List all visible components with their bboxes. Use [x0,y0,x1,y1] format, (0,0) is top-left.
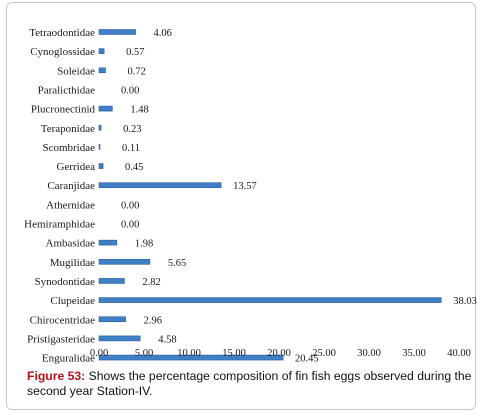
x-tick-label: 30.00 [357,348,381,359]
bar [98,239,118,246]
category-label: Paralicthidae [38,84,96,96]
figure-panel: Tetraodontidae 4.06 Cynoglossidae 0.57 Solei… [6,2,477,410]
data-label: 13.57 [233,181,257,192]
category-label: Enguralidae [42,353,95,365]
category-label: Caranjidae [47,180,95,192]
bar [98,335,141,342]
caption-text: Shows the percentage composition of fin … [27,369,472,398]
bar [98,182,222,188]
bar [98,124,102,131]
caption-label: Figure 53: [27,369,86,383]
category-label: Chirocentridae [30,314,95,326]
category-label: Soleidae [57,65,95,77]
bar [98,316,126,323]
bar-chart: Tetraodontidae 4.06 Cynoglossidae 0.57 Solei… [24,27,477,365]
data-label: 1.98 [135,239,153,250]
data-label: 4.06 [154,28,172,39]
x-tick-label: 35.00 [402,348,426,359]
data-label: 20.45 [295,354,319,365]
category-label: Pristigasteridae [27,333,95,345]
bar [98,48,105,54]
bar [98,297,442,303]
data-label: 5.65 [168,258,186,269]
category-label: Mugilidae [50,257,95,269]
data-label: 2.96 [144,315,162,326]
bar [98,258,151,265]
data-label: 2.82 [142,277,160,288]
data-label: 0.00 [121,85,139,96]
category-label: Clupeidae [50,295,95,307]
category-label: Gerridea [57,161,96,173]
data-label: 38.03 [453,296,477,307]
data-label: 0.11 [122,143,140,154]
category-label: Hemiramphidae [24,219,95,231]
x-tick-label: 25.00 [312,348,336,359]
x-tick-label: 15.00 [222,348,246,359]
bar [98,354,284,361]
category-label: Athernidae [46,199,95,211]
x-tick-label: 0.00 [90,348,108,359]
category-label: Plucronectinid [31,104,96,116]
x-tick-label: 5.00 [135,348,153,359]
x-tick-label: 20.00 [267,348,291,359]
category-label: Tetraodontidae [29,27,95,39]
data-label: 0.00 [121,220,139,231]
bar [98,163,104,169]
category-label: Synodontidae [35,276,96,288]
data-label: 0.00 [121,200,139,211]
data-label: 0.72 [127,66,145,77]
data-label: 4.58 [158,334,176,345]
data-label: 0.57 [126,47,144,58]
bar [98,144,101,150]
category-label: Cynoglossidae [30,46,95,58]
data-label: 0.23 [123,124,141,135]
data-label: 1.48 [130,105,148,116]
bar [98,105,113,112]
category-label: Teraponidae [41,123,95,135]
x-tick-label: 40.00 [447,348,471,359]
bar [98,278,125,284]
bar [98,29,136,35]
bar [98,67,106,74]
data-label: 0.45 [125,162,143,173]
x-tick-label: 10.00 [177,348,201,359]
category-label: Scombridae [42,142,95,154]
category-label: Ambasidae [46,238,96,250]
figure-caption: Figure 53: Shows the percentage composit… [27,369,477,399]
